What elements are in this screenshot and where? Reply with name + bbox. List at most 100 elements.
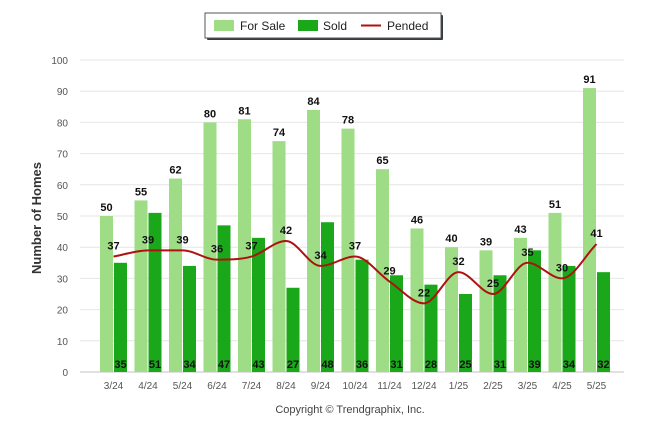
sold-value-label: 28 — [425, 359, 437, 371]
for-sale-value-label: 81 — [238, 105, 250, 117]
sold-bar — [390, 275, 403, 372]
pended-line-layer — [113, 239, 598, 305]
for-sale-bar — [376, 169, 389, 372]
y-tick-label: 90 — [57, 87, 69, 98]
sold-bar — [286, 287, 300, 372]
for-sale-value-label: 40 — [445, 233, 457, 245]
legend-for-sale-label: For Sale — [240, 19, 286, 33]
y-tick-label: 40 — [57, 243, 69, 254]
for-sale-bar — [100, 216, 113, 372]
y-tick-label: 80 — [57, 118, 69, 129]
sold-value-label: 36 — [356, 359, 368, 371]
pended-value-label: 37 — [349, 241, 361, 253]
pended-line — [113, 239, 598, 305]
legend-pended-label: Pended — [387, 19, 428, 33]
x-tick-label: 3/24 — [104, 381, 124, 392]
legend-sold-swatch — [298, 20, 318, 31]
pended-value-label: 22 — [418, 287, 430, 299]
y-tick-label: 70 — [57, 150, 69, 161]
legend-for-sale-swatch — [214, 20, 234, 31]
for-sale-bar — [272, 141, 286, 372]
for-sale-bar — [410, 228, 424, 372]
pended-value-label: 35 — [521, 247, 533, 259]
x-tick-label: 4/25 — [552, 381, 572, 392]
sold-bar — [528, 250, 541, 372]
x-tick-label: 5/24 — [173, 381, 193, 392]
sold-bar — [493, 275, 507, 372]
pended-value-label: 36 — [211, 244, 223, 256]
for-sale-value-label: 50 — [100, 202, 112, 214]
pended-value-label: 39 — [142, 234, 154, 246]
sold-value-label: 39 — [528, 359, 540, 371]
pended-value-label: 39 — [176, 234, 188, 246]
legend-sold-label: Sold — [323, 19, 347, 33]
x-tick-label: 4/24 — [138, 381, 158, 392]
y-tick-label: 20 — [57, 306, 69, 317]
for-sale-bar — [169, 178, 182, 372]
x-tick-label: 8/24 — [276, 381, 296, 392]
sold-value-label: 48 — [321, 359, 333, 371]
for-sale-bar — [479, 250, 493, 372]
x-tick-label: 3/25 — [518, 381, 538, 392]
for-sale-bar — [134, 200, 148, 372]
x-tick-label: 6/24 — [207, 381, 227, 392]
for-sale-value-label: 62 — [169, 165, 181, 177]
for-sale-bar — [548, 212, 562, 372]
for-sale-bar — [203, 122, 217, 373]
sold-value-label: 34 — [183, 359, 196, 371]
sold-bar — [424, 284, 438, 372]
x-tick-label: 10/24 — [342, 381, 367, 392]
for-sale-value-label: 74 — [273, 127, 286, 139]
sold-bar — [217, 225, 231, 372]
y-tick-label: 50 — [57, 212, 69, 223]
y-tick-label: 30 — [57, 274, 69, 285]
x-tick-label: 2/25 — [483, 381, 503, 392]
pended-value-label: 30 — [556, 262, 568, 274]
sold-value-label: 25 — [459, 359, 471, 371]
pended-value-label: 37 — [107, 241, 119, 253]
x-tick-label: 7/24 — [242, 381, 262, 392]
for-sale-value-label: 91 — [583, 74, 595, 86]
for-sale-bar — [341, 128, 355, 372]
y-tick-label: 0 — [62, 368, 68, 379]
data-labels: 50 35 55 51 62 34 80 47 81 43 74 27 84 48 78 36 65 31 46 28… — [100, 74, 609, 371]
for-sale-bar — [583, 88, 596, 372]
legend-box — [204, 12, 442, 39]
for-sale-value-label: 51 — [549, 199, 561, 211]
sold-bar — [597, 272, 610, 372]
for-sale-value-label: 84 — [307, 96, 320, 108]
sold-bar — [252, 237, 265, 372]
for-sale-value-label: 65 — [376, 155, 388, 167]
sold-value-label: 43 — [252, 359, 264, 371]
x-tick-label: 12/24 — [411, 381, 436, 392]
sold-bar — [459, 294, 472, 372]
pended-value-label: 42 — [280, 225, 292, 237]
y-tick-label: 60 — [57, 181, 69, 192]
for-sale-bar — [307, 109, 320, 373]
x-tick-label: 5/25 — [587, 381, 607, 392]
for-sale-value-label: 39 — [480, 236, 492, 248]
for-sale-value-label: 78 — [342, 115, 354, 127]
x-tick-label: 1/25 — [449, 381, 469, 392]
for-sale-value-label: 43 — [514, 224, 526, 236]
pended-value-label: 41 — [590, 228, 602, 240]
sold-bar — [183, 265, 196, 372]
y-tick-label: 10 — [57, 337, 69, 348]
sold-bar — [148, 212, 162, 372]
sold-bar — [114, 262, 127, 372]
legend: For Sale Sold Pended — [204, 12, 443, 40]
sold-value-label: 47 — [218, 359, 230, 371]
x-axis-ticks: 3/24 4/24 5/24 6/24 7/24 8/24 9/24 10/24 11/24 12… — [104, 381, 607, 392]
sold-bar — [355, 259, 369, 372]
copyright-credit: Copyright © Trendgraphix, Inc. — [275, 404, 424, 416]
x-tick-label: 11/24 — [377, 381, 402, 392]
for-sale-value-label: 46 — [411, 214, 423, 226]
bars — [100, 88, 610, 373]
pended-value-label: 34 — [314, 250, 327, 262]
for-sale-bar — [238, 119, 251, 372]
for-sale-value-label: 55 — [135, 186, 147, 198]
sold-value-label: 32 — [597, 359, 609, 371]
sold-value-label: 31 — [390, 359, 402, 371]
